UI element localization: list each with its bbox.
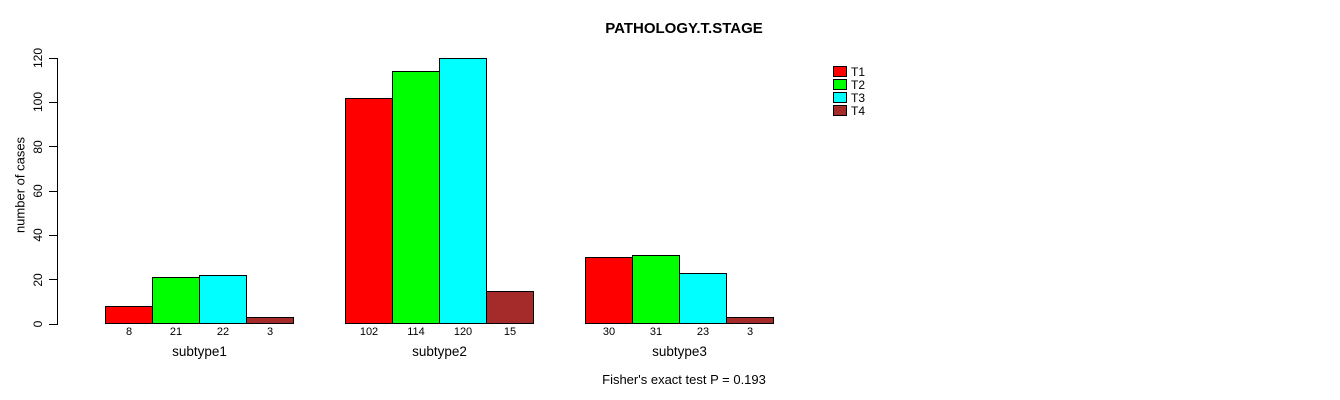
bar-T1-subtype3 [585,257,633,324]
legend-swatch-T1 [833,66,847,77]
bar-value-label: 22 [216,326,230,338]
legend-swatch-T3 [833,92,847,103]
x-category-label: subtype3 [652,344,707,359]
y-axis-tick [49,279,57,281]
bar-value-label: 3 [266,326,274,338]
bar-T3-subtype1 [199,275,247,324]
y-axis-tick-label: 0 [31,320,45,328]
bar-value-label: 120 [453,326,473,338]
bar-value-label: 23 [696,326,710,338]
x-category-label: subtype1 [172,344,227,359]
y-axis-tick-label: 100 [31,92,45,113]
y-axis-tick [49,101,57,103]
legend-item-label: T3 [851,90,866,105]
bar-value-label: 15 [503,326,517,338]
y-axis-tick-label: 80 [31,139,45,154]
bar-value-label: 30 [602,326,616,338]
y-axis-tick-label: 120 [31,47,45,69]
y-axis-tick [49,323,57,325]
y-axis-tick-label: 20 [31,272,45,287]
bar-T4-subtype2 [486,291,534,324]
bar-T3-subtype2 [439,58,487,324]
y-axis-line [57,58,58,325]
bar-value-label: 3 [746,326,754,338]
legend-item-label: T1 [851,64,866,79]
y-axis-tick [49,57,57,59]
y-axis-tick-label: 60 [31,184,45,198]
chart-title: PATHOLOGY.T.STAGE [605,20,763,37]
bar-value-label: 31 [649,326,663,338]
y-axis-tick-label: 40 [31,228,45,243]
bar-T2-subtype2 [392,71,440,324]
bar-T1-subtype1 [105,306,153,324]
bar-T3-subtype3 [679,273,727,324]
legend-swatch-T4 [833,105,847,116]
legend-item-label: T4 [851,103,866,118]
bar-value-label: 8 [125,326,133,338]
bar-value-label: 114 [407,326,425,338]
bar-T4-subtype3 [726,317,774,324]
legend-item-label: T2 [851,77,866,92]
bar-value-label: 21 [169,326,183,338]
bar-T4-subtype1 [246,317,294,324]
fisher-test-annotation: Fisher's exact test P = 0.193 [602,372,766,387]
bar-T1-subtype2 [345,98,393,324]
bar-T2-subtype1 [152,277,200,324]
x-category-label: subtype2 [412,344,467,359]
y-axis-tick [49,190,57,192]
y-axis-tick [49,146,57,148]
legend-swatch-T2 [833,79,847,90]
y-axis-tick [49,234,57,236]
bar-value-label: 102 [359,326,379,338]
bar-T2-subtype3 [632,255,680,324]
